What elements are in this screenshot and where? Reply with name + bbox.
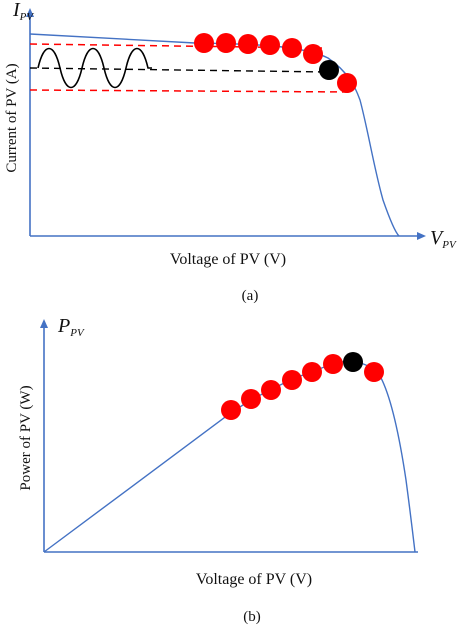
sinusoidal-perturbation-wave — [37, 47, 152, 89]
panel-a-x-axis-arrow — [417, 232, 426, 240]
operating-point — [238, 34, 258, 54]
panel-b-pv-curve: PPV Power of PV (W) Voltage of PV (V) (b… — [18, 315, 418, 625]
operating-point — [221, 400, 241, 420]
panel-a-y-axis-arrow — [26, 8, 34, 17]
panel-b-pv-curve-line — [43, 360, 416, 553]
panel-a-x-label: Voltage of PV (V) — [170, 251, 286, 268]
panel-a-y-symbol: IPV — [12, 0, 34, 23]
operating-point — [260, 35, 280, 55]
operating-point — [282, 38, 302, 58]
operating-point — [364, 362, 384, 382]
panel-a-iv-curve: IPV VPV Current of PV (A) Voltage of PV … — [4, 0, 457, 304]
mpp-point — [343, 352, 363, 372]
mpp-point — [319, 60, 339, 80]
panel-a-x-symbol: VPV — [430, 227, 457, 251]
operating-point — [337, 73, 357, 93]
panel-a-y-label: Current of PV (A) — [4, 63, 20, 172]
panel-b-y-label: Power of PV (W) — [18, 385, 34, 490]
operating-point — [282, 370, 302, 390]
operating-point — [302, 362, 322, 382]
operating-point — [323, 354, 343, 374]
operating-point — [216, 33, 236, 53]
panel-a-iv-curve-line — [29, 33, 400, 237]
operating-point — [194, 33, 214, 53]
panel-b-caption: (b) — [243, 609, 261, 625]
mpp-reference-line — [29, 67, 329, 73]
panel-b-x-label: Voltage of PV (V) — [196, 571, 312, 588]
operating-point — [241, 389, 261, 409]
panel-b-y-symbol: PPV — [57, 315, 85, 339]
ripple-lower-bound-line — [29, 89, 349, 93]
operating-point — [261, 380, 281, 400]
panel-a-caption: (a) — [242, 288, 259, 304]
panel-b-y-axis-arrow — [40, 319, 48, 328]
operating-point — [303, 44, 323, 64]
